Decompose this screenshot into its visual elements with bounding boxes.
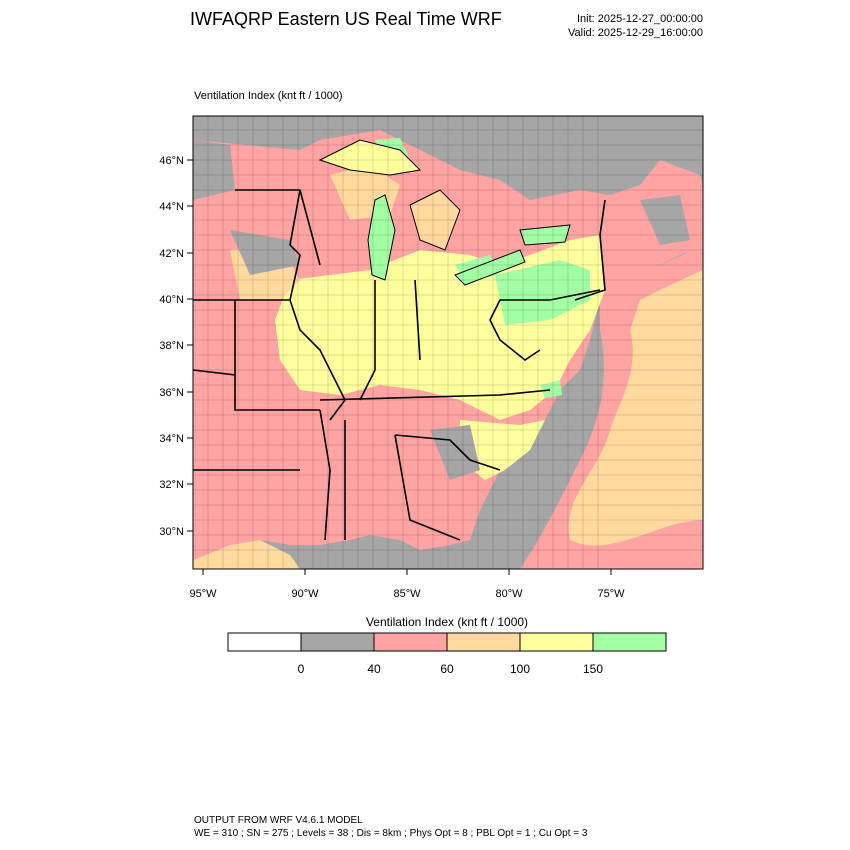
footer-model-line: OUTPUT FROM WRF V4.6.1 MODEL bbox=[194, 815, 363, 826]
colorbar-bin bbox=[519, 632, 594, 652]
gulf-mid-area bbox=[193, 540, 300, 569]
colorbar-level: 40 bbox=[367, 662, 381, 676]
lon-label: 85°W bbox=[393, 588, 421, 600]
page-title: IWFAQRP Eastern US Real Time WRF bbox=[190, 9, 502, 29]
lon-label: 95°W bbox=[189, 588, 217, 600]
lon-labels: 95°W 90°W 85°W 80°W 75°W bbox=[189, 588, 625, 600]
lon-ticks bbox=[202, 569, 612, 575]
colorbar-bin bbox=[446, 632, 521, 652]
colorbar-title: Ventilation Index (knt ft / 1000) bbox=[366, 615, 528, 629]
lat-labels: 46°N 44°N 42°N 40°N 38°N 36°N 34°N 32°N … bbox=[159, 155, 184, 538]
lon-label: 80°W bbox=[495, 588, 523, 600]
lat-ticks bbox=[187, 159, 193, 532]
colorbar bbox=[227, 632, 667, 652]
lon-label: 90°W bbox=[291, 588, 319, 600]
lake-erie bbox=[454, 249, 526, 286]
colorbar-level: 100 bbox=[510, 662, 530, 676]
county-grid bbox=[193, 116, 703, 569]
colorbar-bin bbox=[373, 632, 448, 652]
lat-label: 32°N bbox=[159, 479, 184, 491]
footer-config-line: WE = 310 ; SN = 275 ; Levels = 38 ; Dis … bbox=[194, 828, 588, 839]
north-plains-low bbox=[193, 140, 235, 200]
offshore-mid-area bbox=[568, 270, 703, 546]
pennsylvania-max bbox=[495, 260, 590, 325]
colorbar-bin bbox=[227, 632, 302, 652]
lat-label: 30°N bbox=[159, 526, 184, 538]
lat-label: 40°N bbox=[159, 294, 184, 306]
colorbar-bin bbox=[300, 632, 375, 652]
field-label: Ventilation Index (knt ft / 1000) bbox=[194, 90, 343, 102]
colorbar-level: 0 bbox=[298, 662, 305, 676]
southeast-high-area bbox=[460, 420, 545, 480]
valid-time: Valid: 2025-12-29_16:00:00 bbox=[568, 27, 703, 39]
map-field bbox=[193, 116, 703, 569]
lat-label: 34°N bbox=[159, 433, 184, 445]
lat-label: 38°N bbox=[159, 340, 184, 352]
chesapeake-max bbox=[540, 380, 562, 398]
colorbar-level: 150 bbox=[583, 662, 603, 676]
lon-label: 75°W bbox=[597, 588, 625, 600]
map-frame bbox=[192, 115, 704, 570]
colorbar-bin bbox=[592, 632, 667, 652]
colorbar-labels: 0 40 60 100 150 bbox=[298, 662, 604, 676]
lake-superior bbox=[318, 139, 422, 176]
colorbar-level: 60 bbox=[440, 662, 454, 676]
lat-label: 36°N bbox=[159, 387, 184, 399]
iowa-low bbox=[230, 230, 300, 275]
init-time: Init: 2025-12-27_00:00:00 bbox=[577, 13, 703, 25]
lat-label: 42°N bbox=[159, 248, 184, 260]
lat-label: 46°N bbox=[159, 155, 184, 167]
lat-label: 44°N bbox=[159, 201, 184, 213]
